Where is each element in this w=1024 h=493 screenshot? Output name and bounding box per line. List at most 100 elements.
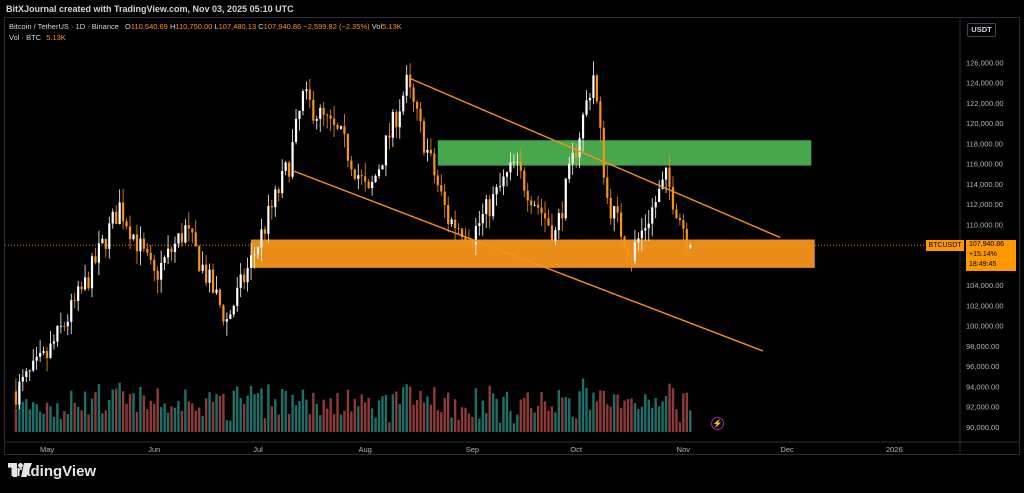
candle-body — [350, 160, 353, 170]
volume-bar — [222, 393, 225, 432]
volume-bar — [602, 390, 606, 432]
volume-bar — [509, 410, 512, 432]
candle-body — [260, 229, 263, 248]
currency-button[interactable]: USDT — [967, 23, 996, 37]
upper-trendline — [409, 77, 781, 239]
candle-body — [658, 188, 661, 203]
candle-body — [70, 300, 73, 322]
candle-body — [595, 75, 598, 102]
candle-body — [180, 233, 184, 243]
chart-frame[interactable]: 126,000.00 124,000.00 122,000.00 120,000.00… — [4, 17, 1020, 455]
lower-trendline — [292, 169, 764, 352]
volume-bar — [187, 401, 191, 432]
tradingview-logo[interactable]: TradingView — [8, 463, 96, 480]
volume-bar — [495, 398, 498, 432]
volume-bar — [464, 407, 467, 432]
candle-body — [381, 165, 384, 170]
lightning-icon[interactable]: ⚡ — [711, 417, 724, 430]
y-tick-label: 100,000.00 — [966, 322, 1004, 331]
volume-bar — [305, 399, 308, 432]
volume-bar — [232, 390, 235, 432]
candle-body — [651, 207, 654, 224]
volume-bar — [312, 392, 315, 432]
y-tick-label: 116,000.00 — [966, 160, 1003, 169]
volume-bar — [142, 395, 146, 432]
volume-bar — [325, 408, 329, 432]
volume-bar — [256, 393, 260, 432]
candle-body — [547, 218, 550, 226]
x-tick-label: May — [40, 445, 54, 454]
volume-series-label: Vol · BTC — [9, 33, 42, 42]
volume-bar — [377, 400, 381, 432]
volume-bar — [159, 407, 163, 432]
volume-bar — [485, 413, 488, 432]
candle-body — [301, 91, 305, 111]
y-tick-label: 94,000.00 — [966, 382, 999, 391]
volume-bar — [115, 388, 118, 432]
volume-bar — [215, 394, 218, 432]
candle-body — [232, 305, 235, 315]
candle-body — [160, 262, 163, 280]
candle-body — [298, 110, 301, 119]
candle-body — [530, 200, 533, 206]
volume-bar — [488, 385, 491, 432]
candle-body — [315, 119, 318, 121]
candle-body — [222, 305, 225, 322]
candle-body — [39, 353, 42, 357]
volume-bar — [450, 417, 453, 432]
volume-bar — [512, 423, 516, 432]
candle-body — [654, 202, 657, 208]
candle-body — [42, 351, 45, 354]
candle-body — [49, 343, 52, 358]
volume-bar — [83, 391, 87, 432]
volume-bar — [66, 414, 69, 432]
volume-bar — [208, 392, 211, 432]
volume-bar — [28, 409, 31, 432]
price-chart[interactable]: 126,000.00 124,000.00 122,000.00 120,000.00… — [5, 18, 1020, 455]
volume-bar — [422, 402, 426, 432]
volume-bar — [32, 402, 35, 432]
candle-body — [319, 107, 322, 120]
volume-bar — [478, 418, 481, 432]
candle-body — [125, 221, 128, 227]
candle-body — [308, 89, 311, 100]
candle-body — [488, 199, 491, 217]
candle-body — [561, 213, 564, 219]
volume-bar — [270, 406, 274, 432]
volume-bar — [689, 410, 692, 432]
volume-bar — [446, 392, 450, 432]
volume-legend[interactable]: Vol · BTC 5.13K — [9, 33, 66, 42]
y-tick-label: 126,000.00 — [966, 58, 1004, 67]
volume-bar — [166, 412, 170, 432]
candle-body — [146, 248, 149, 253]
candle-body — [139, 238, 142, 252]
volume-bar — [443, 398, 446, 432]
candle-body — [253, 254, 256, 256]
volume-bar — [619, 408, 623, 432]
candle-body — [602, 127, 605, 178]
volume-bar — [291, 394, 294, 432]
volume-bar — [616, 394, 619, 432]
volume-bar — [339, 414, 343, 432]
volume-bar — [623, 400, 626, 432]
volume-bar — [260, 388, 263, 432]
y-tick-label: 92,000.00 — [966, 403, 999, 412]
candle-body — [440, 185, 443, 192]
volume-bar — [529, 408, 533, 432]
candle-body — [239, 274, 242, 288]
volume-bar — [578, 391, 581, 432]
candle-body — [609, 197, 612, 219]
candle-body — [571, 152, 574, 164]
volume-bar — [146, 409, 149, 432]
volume-bar — [128, 394, 132, 432]
symbol-tag-text: BTCUSDT — [928, 242, 962, 249]
symbol-legend[interactable]: Bitcoin / TetherUS · 1D · Binance O110,5… — [9, 22, 402, 31]
volume-bar — [121, 391, 125, 432]
volume-bar — [211, 401, 215, 432]
y-tick-label: 102,000.00 — [966, 301, 1004, 310]
volume-bar — [533, 412, 536, 432]
x-tick-label: Dec — [780, 445, 794, 454]
volume-bar — [38, 411, 42, 432]
candle-body — [236, 287, 239, 306]
volume-bar — [402, 387, 405, 432]
